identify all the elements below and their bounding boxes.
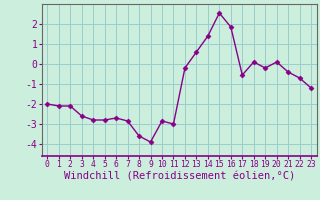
X-axis label: Windchill (Refroidissement éolien,°C): Windchill (Refroidissement éolien,°C) [64, 172, 295, 182]
